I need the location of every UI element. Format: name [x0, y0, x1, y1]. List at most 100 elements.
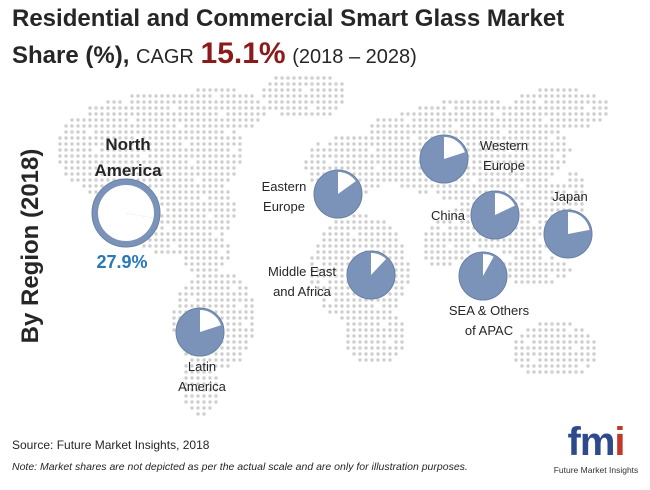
map-dot: [472, 106, 476, 110]
map-dot: [466, 112, 470, 116]
map-dot: [202, 88, 206, 92]
map-dot: [586, 100, 590, 104]
map-dot: [142, 148, 146, 152]
map-dot: [526, 334, 530, 338]
map-dot: [172, 310, 176, 314]
map-dot: [70, 142, 74, 146]
map-dot: [154, 136, 158, 140]
map-dot: [532, 352, 536, 356]
map-dot: [220, 148, 224, 152]
map-dot: [208, 250, 212, 254]
map-dot: [358, 214, 362, 218]
map-dot: [340, 280, 344, 284]
map-dot: [220, 106, 224, 110]
map-dot: [382, 130, 386, 134]
map-dot: [490, 142, 494, 146]
map-dot: [424, 136, 428, 140]
map-dot: [508, 190, 512, 194]
map-dot: [328, 250, 332, 254]
map-dot: [460, 100, 464, 104]
map-dot: [454, 106, 458, 110]
map-dot: [406, 184, 410, 188]
map-dot: [346, 136, 350, 140]
map-dot: [424, 106, 428, 110]
map-dot: [94, 190, 98, 194]
map-dot: [214, 262, 218, 266]
map-dot: [358, 136, 362, 140]
map-dot: [184, 100, 188, 104]
map-dot: [58, 160, 62, 164]
map-dot: [220, 190, 224, 194]
map-dot: [202, 166, 206, 170]
map-dot: [124, 160, 128, 164]
map-dot: [130, 130, 134, 134]
map-dot: [556, 100, 560, 104]
map-dot: [448, 220, 452, 224]
label-mea-line2: and Africa: [273, 284, 331, 299]
map-dot: [88, 112, 92, 116]
map-dot: [220, 154, 224, 158]
map-dot: [70, 124, 74, 128]
map-dot: [436, 262, 440, 266]
map-dot: [214, 106, 218, 110]
map-dot: [334, 148, 338, 152]
map-dot: [460, 256, 464, 260]
forecast-period: (2018 – 2028): [292, 46, 417, 68]
map-dot: [316, 142, 320, 146]
map-dot: [322, 232, 326, 236]
map-dot: [442, 262, 446, 266]
map-dot: [550, 106, 554, 110]
map-dot: [394, 298, 398, 302]
map-dot: [400, 256, 404, 260]
map-dot: [412, 178, 416, 182]
map-dot: [274, 88, 278, 92]
map-dot: [514, 172, 518, 176]
map-dot: [310, 148, 314, 152]
map-dot: [196, 190, 200, 194]
map-dot: [112, 100, 116, 104]
map-dot: [346, 328, 350, 332]
map-dot: [538, 358, 542, 362]
map-dot: [334, 160, 338, 164]
map-dot: [232, 130, 236, 134]
map-dot: [364, 226, 368, 230]
map-dot: [220, 232, 224, 236]
map-dot: [406, 178, 410, 182]
map-dot: [166, 142, 170, 146]
map-dot: [490, 130, 494, 134]
map-dot: [190, 196, 194, 200]
map-dot: [484, 172, 488, 176]
pie-slice-japan: [568, 212, 590, 234]
map-dot: [460, 250, 464, 254]
map-dot: [400, 172, 404, 176]
map-dot: [406, 262, 410, 266]
map-dot: [100, 136, 104, 140]
map-dot: [190, 256, 194, 260]
cagr-value: 15.1%: [200, 37, 286, 70]
map-dot: [388, 238, 392, 242]
map-dot: [562, 106, 566, 110]
map-dot: [214, 238, 218, 242]
map-dot: [364, 244, 368, 248]
map-dot: [400, 244, 404, 248]
map-dot: [184, 400, 188, 404]
map-dot: [346, 316, 350, 320]
map-dot: [550, 208, 554, 212]
map-dot: [136, 130, 140, 134]
map-dot: [520, 142, 524, 146]
map-dot: [562, 184, 566, 188]
map-dot: [316, 94, 320, 98]
map-dot: [238, 118, 242, 122]
map-dot: [550, 190, 554, 194]
map-dot: [568, 112, 572, 116]
map-dot: [220, 364, 224, 368]
map-dot: [376, 142, 380, 146]
map-dot: [274, 94, 278, 98]
map-dot: [382, 310, 386, 314]
map-dot: [412, 124, 416, 128]
map-dot: [322, 100, 326, 104]
map-dot: [514, 190, 518, 194]
map-dot: [196, 136, 200, 140]
map-dot: [202, 160, 206, 164]
map-dot: [376, 310, 380, 314]
